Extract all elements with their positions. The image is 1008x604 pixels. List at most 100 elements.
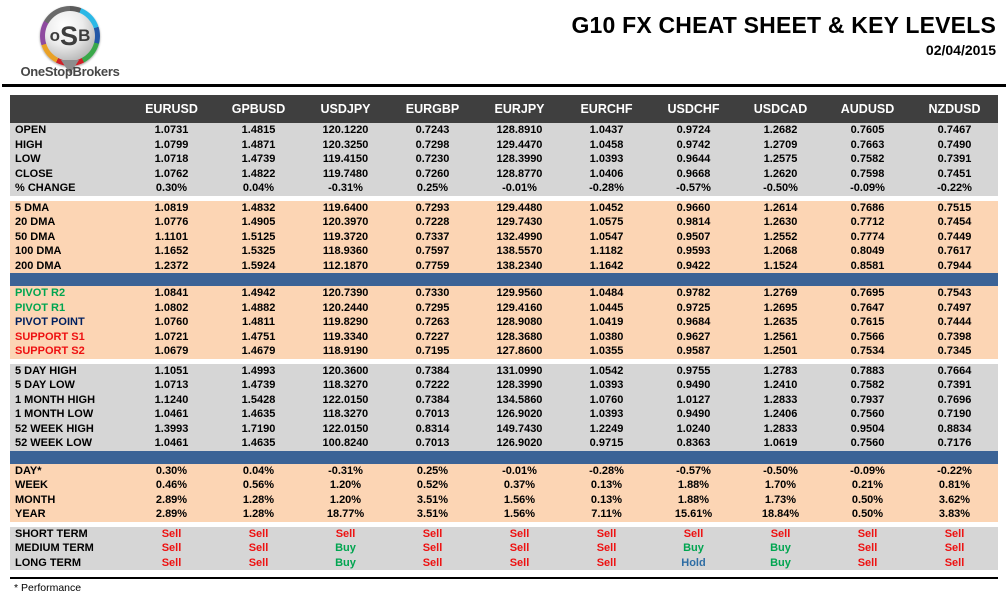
value-cell-usdchf: 1.0240 bbox=[650, 421, 737, 436]
value-cell-audusd: 0.7937 bbox=[824, 392, 911, 407]
value-cell-eurusd: 0.46% bbox=[128, 478, 215, 493]
row-label-high: HIGH bbox=[10, 137, 128, 152]
value-cell-usdcad: 1.2783 bbox=[737, 363, 824, 378]
value-cell-usdchf: 0.9782 bbox=[650, 286, 737, 301]
value-cell-usdcad: 1.2561 bbox=[737, 329, 824, 344]
value-cell-gpbusd: 1.5924 bbox=[215, 258, 302, 273]
column-header-usdjpy: USDJPY bbox=[302, 95, 389, 123]
value-cell-eurusd: 1.0819 bbox=[128, 200, 215, 215]
value-cell-usdchf: 0.9742 bbox=[650, 137, 737, 152]
value-cell-usdjpy: 122.0150 bbox=[302, 421, 389, 436]
signal-cell-gpbusd: Sell bbox=[215, 541, 302, 556]
value-cell-usdcad: 1.2068 bbox=[737, 244, 824, 259]
column-header-eurusd: EURUSD bbox=[128, 95, 215, 123]
section-gap bbox=[10, 521, 998, 527]
value-cell-usdcad: 18.84% bbox=[737, 507, 824, 522]
value-cell-audusd: 0.7534 bbox=[824, 344, 911, 359]
signal-cell-usdchf: Buy bbox=[650, 541, 737, 556]
value-cell-eurchf: 1.0445 bbox=[563, 300, 650, 315]
value-cell-eurjpy: 138.2340 bbox=[476, 258, 563, 273]
column-header-nzdusd: NZDUSD bbox=[911, 95, 998, 123]
value-cell-usdcad: 1.2552 bbox=[737, 229, 824, 244]
table-row-open: OPEN 1.0731 1.4815 120.1220 0.7243 128.8910 1.… bbox=[10, 123, 998, 138]
row-label-year: YEAR bbox=[10, 507, 128, 522]
value-cell-audusd: 0.7582 bbox=[824, 378, 911, 393]
value-cell-eurgbp: 0.7228 bbox=[389, 215, 476, 230]
value-cell-usdjpy: 119.8290 bbox=[302, 315, 389, 330]
value-cell-nzdusd: 0.7696 bbox=[911, 392, 998, 407]
value-cell-eurusd: 2.89% bbox=[128, 492, 215, 507]
value-cell-eurjpy: 127.8600 bbox=[476, 344, 563, 359]
table-row-100-dma: 100 DMA 1.1652 1.5325 118.9360 0.7597 138.557… bbox=[10, 244, 998, 259]
value-cell-usdchf: 0.9725 bbox=[650, 300, 737, 315]
table-row-low: LOW 1.0718 1.4739 119.4150 0.7230 128.3990 1.0… bbox=[10, 152, 998, 167]
value-cell-eurchf: 1.0355 bbox=[563, 344, 650, 359]
table-row-month: MONTH 2.89% 1.28% 1.20% 3.51% 1.56% 0.13% 1.88%… bbox=[10, 492, 998, 507]
value-cell-usdcad: 1.2614 bbox=[737, 200, 824, 215]
value-cell-usdjpy: -0.31% bbox=[302, 463, 389, 478]
value-cell-gpbusd: 1.4635 bbox=[215, 436, 302, 451]
signal-cell-usdcad: Buy bbox=[737, 555, 824, 570]
value-cell-usdcad: -0.50% bbox=[737, 463, 824, 478]
value-cell-usdchf: 0.9755 bbox=[650, 363, 737, 378]
value-cell-eurchf: 1.0458 bbox=[563, 137, 650, 152]
value-cell-usdjpy: 120.7390 bbox=[302, 286, 389, 301]
value-cell-eurgbp: 0.8314 bbox=[389, 421, 476, 436]
value-cell-usdcad: 1.2630 bbox=[737, 215, 824, 230]
value-cell-eurusd: 0.30% bbox=[128, 181, 215, 196]
table-row-close: CLOSE 1.0762 1.4822 119.7480 0.7260 128.8770 1… bbox=[10, 166, 998, 181]
value-cell-usdcad: 1.2501 bbox=[737, 344, 824, 359]
value-cell-gpbusd: 1.7190 bbox=[215, 421, 302, 436]
value-cell-usdcad: 1.2635 bbox=[737, 315, 824, 330]
value-cell-usdjpy: 118.9190 bbox=[302, 344, 389, 359]
value-cell-nzdusd: 0.7398 bbox=[911, 329, 998, 344]
value-cell-eurgbp: 0.7384 bbox=[389, 392, 476, 407]
value-cell-eurusd: 1.0802 bbox=[128, 300, 215, 315]
value-cell-gpbusd: 0.04% bbox=[215, 181, 302, 196]
value-cell-eurusd: 1.1101 bbox=[128, 229, 215, 244]
value-cell-nzdusd: 0.7543 bbox=[911, 286, 998, 301]
row-label-1-month-high: 1 MONTH HIGH bbox=[10, 392, 128, 407]
value-cell-eurgbp: 0.7330 bbox=[389, 286, 476, 301]
value-cell-audusd: 0.8581 bbox=[824, 258, 911, 273]
value-cell-eurgbp: 0.7384 bbox=[389, 363, 476, 378]
value-cell-eurjpy: 128.3990 bbox=[476, 152, 563, 167]
table-row-52-week-high: 52 WEEK HIGH 1.3993 1.7190 122.0150 0.8314 14… bbox=[10, 421, 998, 436]
row-label-long-term: LONG TERM bbox=[10, 555, 128, 570]
value-cell-audusd: 0.7582 bbox=[824, 152, 911, 167]
signal-cell-gpbusd: Sell bbox=[215, 526, 302, 541]
value-cell-gpbusd: 0.04% bbox=[215, 463, 302, 478]
value-cell-eurchf: 1.0575 bbox=[563, 215, 650, 230]
column-header-row: EURUSD GPBUSD USDJPY EURGBP EURJPY EURCHF USDC… bbox=[10, 95, 998, 123]
value-cell-eurchf: 1.0393 bbox=[563, 407, 650, 422]
value-cell-eurjpy: 132.4990 bbox=[476, 229, 563, 244]
value-cell-gpbusd: 1.4993 bbox=[215, 363, 302, 378]
logo-brand-text: OneStopBrokers bbox=[20, 64, 120, 79]
value-cell-nzdusd: 0.81% bbox=[911, 478, 998, 493]
value-cell-eurchf: -0.28% bbox=[563, 463, 650, 478]
value-cell-gpbusd: 1.4751 bbox=[215, 329, 302, 344]
value-cell-audusd: 0.7566 bbox=[824, 329, 911, 344]
value-cell-gpbusd: 1.4832 bbox=[215, 200, 302, 215]
value-cell-usdcad: -0.50% bbox=[737, 181, 824, 196]
value-cell-usdjpy: 1.20% bbox=[302, 492, 389, 507]
value-cell-eurjpy: 126.9020 bbox=[476, 436, 563, 451]
table-row-high: HIGH 1.0799 1.4871 120.3250 0.7298 129.4470 1.… bbox=[10, 137, 998, 152]
value-cell-eurchf: 1.1182 bbox=[563, 244, 650, 259]
signal-cell-usdjpy: Buy bbox=[302, 555, 389, 570]
value-cell-eurchf: 0.13% bbox=[563, 478, 650, 493]
table-row-pivot-point: PIVOT POINT 1.0760 1.4811 119.8290 0.7263 128… bbox=[10, 315, 998, 330]
row-label-pivot-point: PIVOT POINT bbox=[10, 315, 128, 330]
value-cell-eurjpy: -0.01% bbox=[476, 463, 563, 478]
value-cell-eurchf: 1.0419 bbox=[563, 315, 650, 330]
value-cell-gpbusd: 1.4739 bbox=[215, 152, 302, 167]
value-cell-eurgbp: 0.7263 bbox=[389, 315, 476, 330]
table-row-support-s1: SUPPORT S1 1.0721 1.4751 119.3340 0.7227 128.… bbox=[10, 329, 998, 344]
value-cell-gpbusd: 1.4815 bbox=[215, 123, 302, 138]
value-cell-eurjpy: 129.4480 bbox=[476, 200, 563, 215]
value-cell-eurusd: 1.0841 bbox=[128, 286, 215, 301]
value-cell-audusd: 0.7686 bbox=[824, 200, 911, 215]
